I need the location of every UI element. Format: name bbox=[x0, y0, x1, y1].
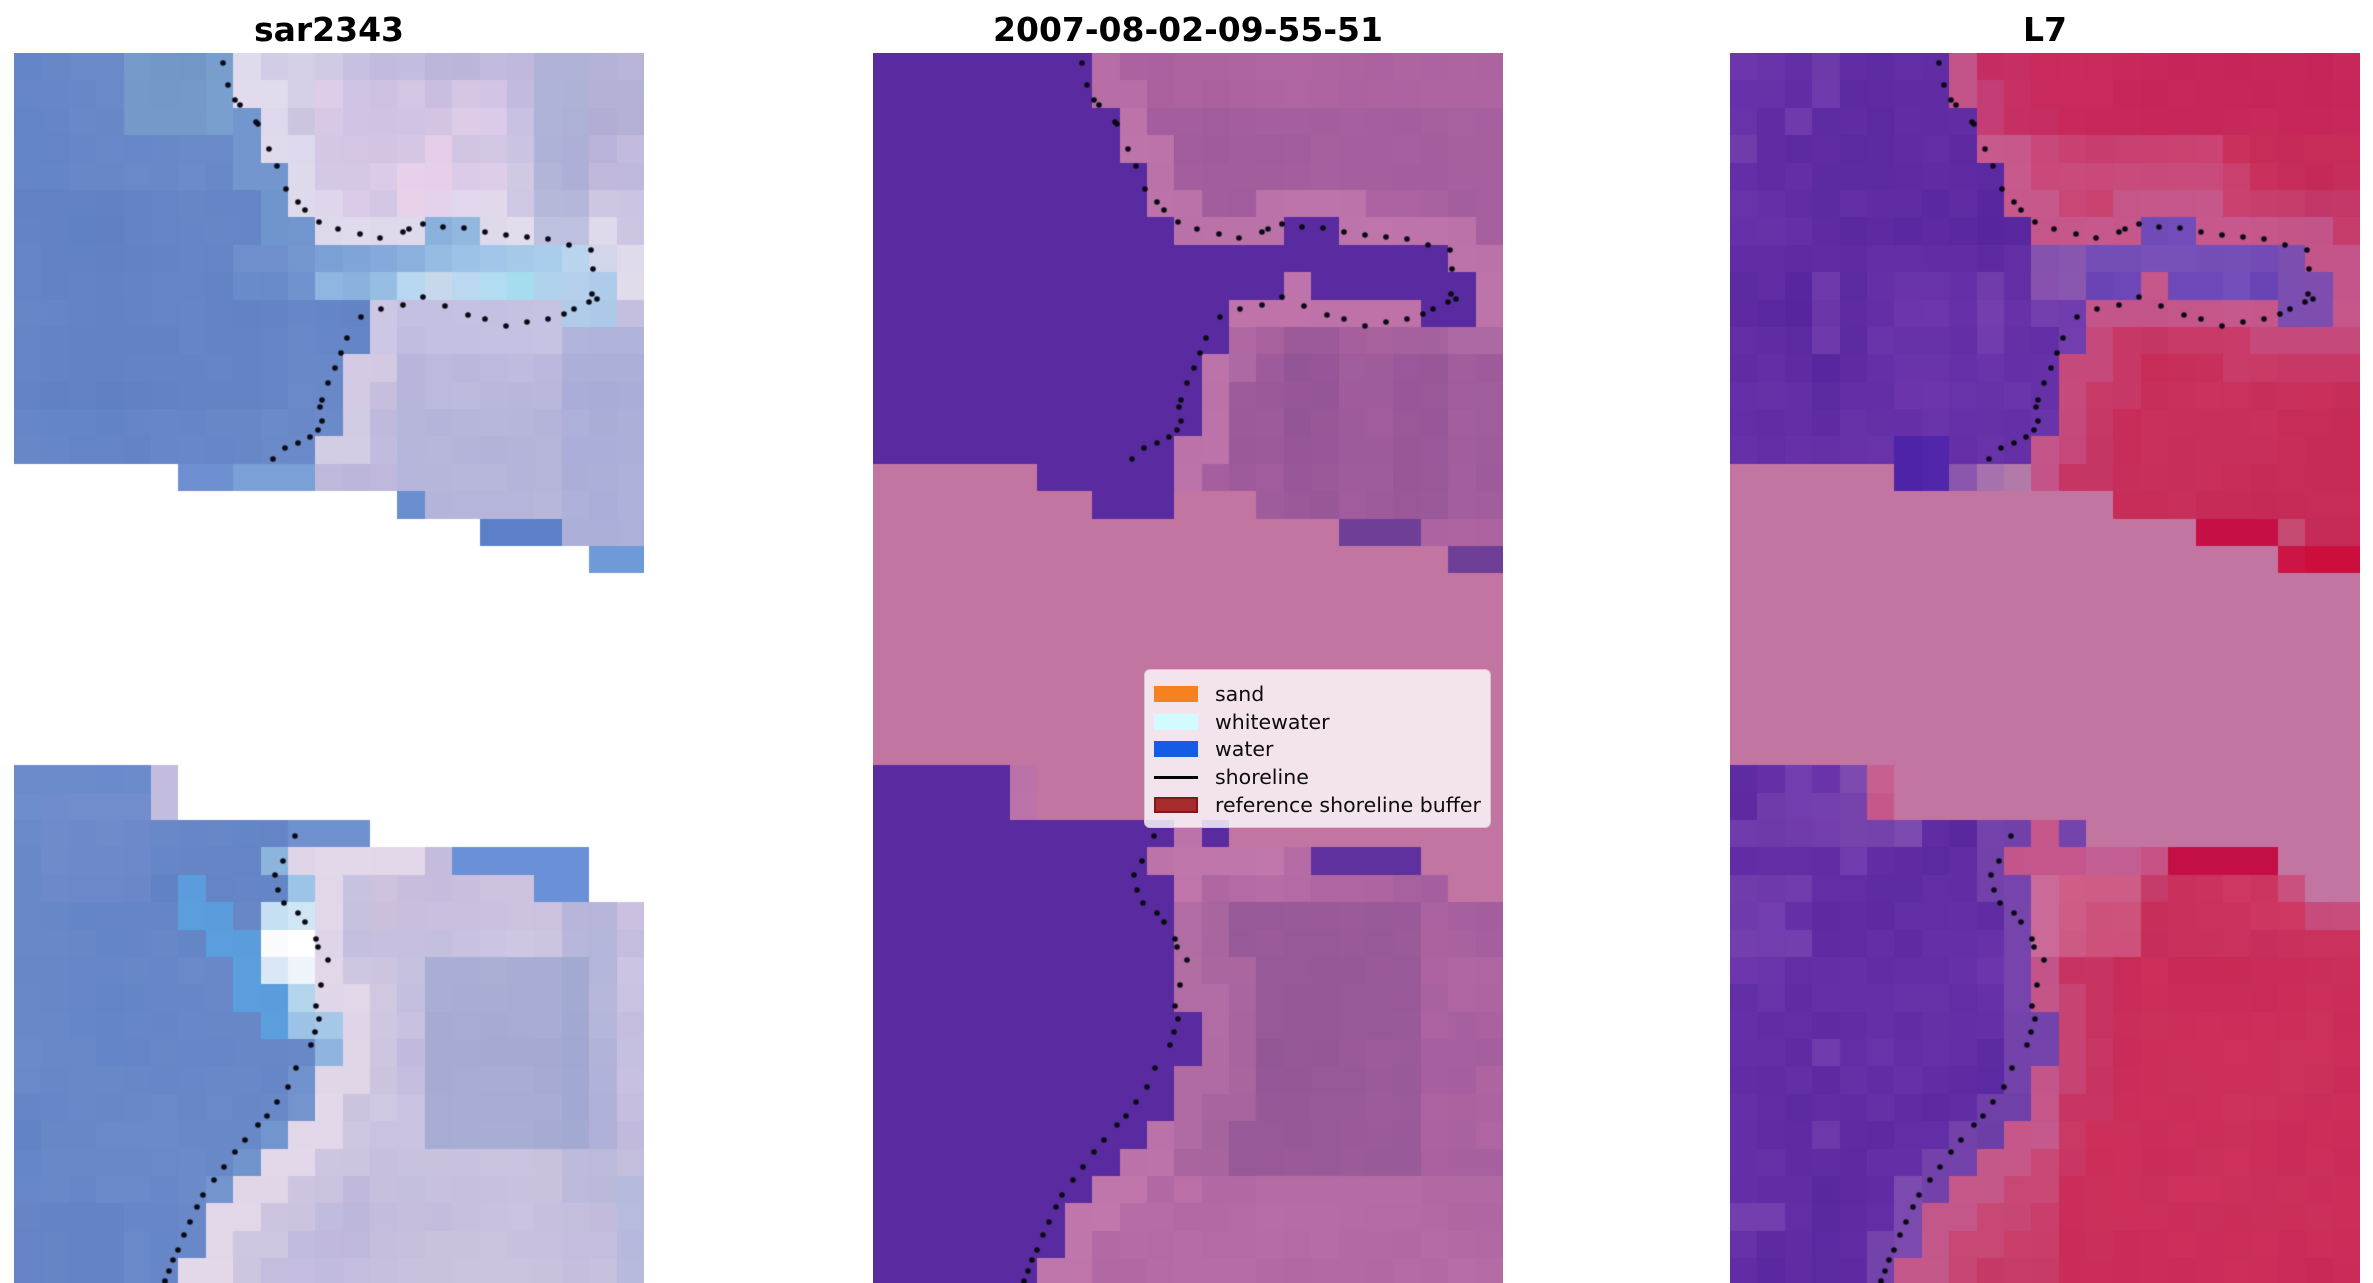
panel-title-classification: 2007-08-02-09-55-51 bbox=[993, 10, 1383, 49]
panel-image-l7 bbox=[1730, 53, 2360, 1283]
legend: sand whitewater water shoreline referenc… bbox=[1144, 669, 1491, 828]
legend-label: whitewater bbox=[1215, 709, 1330, 734]
legend-item-water: water bbox=[1154, 736, 1478, 764]
legend-item-whitewater: whitewater bbox=[1154, 708, 1478, 736]
panel-title-l7: L7 bbox=[2023, 10, 2067, 49]
legend-label: reference shoreline buffer bbox=[1215, 793, 1481, 818]
legend-item-shoreline: shoreline bbox=[1154, 763, 1478, 791]
whitewater-swatch bbox=[1154, 713, 1198, 730]
shoreline-swatch bbox=[1154, 775, 1198, 779]
water-swatch bbox=[1154, 741, 1198, 758]
panel-image-classification bbox=[873, 53, 1503, 1283]
legend-item-reference-shoreline-buffer: reference shoreline buffer bbox=[1154, 791, 1481, 819]
legend-item-sand: sand bbox=[1154, 680, 1478, 708]
legend-label: shoreline bbox=[1215, 765, 1309, 790]
sand-swatch bbox=[1154, 685, 1198, 702]
legend-label: sand bbox=[1215, 681, 1265, 706]
panel-title-sar2343: sar2343 bbox=[253, 10, 405, 49]
panel-image-sar2343 bbox=[14, 53, 644, 1283]
legend-label: water bbox=[1215, 737, 1274, 762]
reference-shoreline-buffer-swatch bbox=[1154, 797, 1198, 814]
